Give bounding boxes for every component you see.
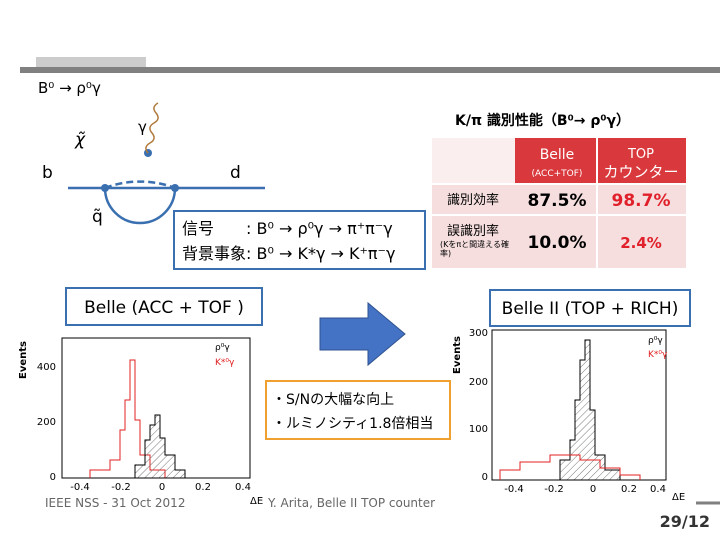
y-axis-label: Events <box>18 341 29 379</box>
header-block <box>36 57 146 67</box>
table-corner <box>432 138 515 184</box>
header-bar <box>20 67 720 73</box>
x-tick-label: -0.2 <box>544 484 564 495</box>
row-note: (Kをπと間違える確率) <box>440 240 509 258</box>
table: Belle (ACC+TOF) TOP カウンター 識別効率 87.5% 98.… <box>432 138 686 268</box>
y-tick-label: 400 <box>37 362 56 373</box>
photon-label: γ <box>138 118 147 136</box>
table-header-bg <box>515 138 686 184</box>
belle2-box <box>489 289 691 327</box>
x-tick-label: -0.4 <box>504 484 524 495</box>
x-tick-label: 0.4 <box>650 484 666 495</box>
quark-label: b <box>42 163 53 183</box>
background-mode: 背景事象: B⁰ → K*γ → K⁺π⁻γ <box>182 244 395 263</box>
y-tick-label: 0 <box>50 472 56 483</box>
header-cell: カウンター <box>603 163 678 181</box>
cell: 87.5% <box>528 191 587 211</box>
squark-label: q̃ <box>92 207 103 227</box>
legend-label: K*⁰γ <box>648 350 668 360</box>
legend-label: ρ⁰γ <box>215 343 230 353</box>
header-cell: Belle <box>540 147 575 163</box>
feynman-diagram: B⁰ → ρ⁰γ γ χ̃ b d q̃ <box>38 79 265 227</box>
histogram-curve <box>559 339 621 481</box>
mode-box <box>173 210 426 270</box>
x-axis-label: ΔE <box>250 496 263 507</box>
summary-box <box>265 380 451 440</box>
y-tick-label: 0 <box>482 472 488 483</box>
x-tick-label: 0 <box>159 482 165 493</box>
y-tick-label: 300 <box>469 328 488 339</box>
y-tick-label: 200 <box>469 377 488 388</box>
legend-label: K*⁰γ <box>215 358 235 368</box>
header-cell: (ACC+TOF) <box>532 169 583 179</box>
cell: 10.0% <box>528 233 587 253</box>
y-tick-label: 200 <box>37 417 56 428</box>
table-title: K/π 識別性能（B⁰→ ρ⁰γ） <box>455 112 630 129</box>
signal-mode: 信号 : B⁰ → ρ⁰γ → π⁺π⁻γ <box>182 219 393 238</box>
x-tick-label: 0.2 <box>621 484 637 495</box>
row-label: 誤識別率 <box>447 223 499 239</box>
x-tick-label: -0.4 <box>70 482 90 493</box>
cell: 98.7% <box>612 191 671 211</box>
quark-label: d <box>230 163 241 183</box>
belle2-label: Belle II (TOP + RICH) <box>502 299 679 319</box>
row-note-text: (Kをπと間違える確率) <box>440 240 509 258</box>
legend-label: ρ⁰γ <box>648 336 663 346</box>
header-cell: TOP <box>627 147 654 162</box>
summary-item: ・ルミノシティ1.8倍相当 <box>272 416 433 432</box>
x-tick-label: 0.2 <box>195 482 211 493</box>
summary-item: ・S/Nの大幅な向上 <box>272 392 394 408</box>
vertex <box>171 184 179 192</box>
x-tick-label: -0.2 <box>111 482 131 493</box>
cell: 2.4% <box>620 234 662 252</box>
row-label: 識別効率 <box>447 192 499 208</box>
decay-label: B⁰ → ρ⁰γ <box>38 79 101 97</box>
photon-line <box>145 102 159 154</box>
footer-center: Y. Arita, Belle II TOP counter <box>267 496 435 510</box>
arrow <box>319 301 406 367</box>
belle-label: Belle (ACC + TOF ) <box>84 298 244 318</box>
chargino-label: χ̃ <box>74 130 86 150</box>
page-number: 29/12 <box>660 512 710 531</box>
y-tick-label: 100 <box>469 424 488 435</box>
chargino-loop <box>104 180 176 190</box>
squark-loop <box>103 187 177 225</box>
vertex <box>101 184 109 192</box>
histogram-right: Events 300 200 100 0 -0.4 -0.2 0 0.2 0.4… <box>452 328 685 503</box>
belle-box <box>65 287 263 326</box>
y-axis-label: Events <box>452 336 463 374</box>
histogram-curve <box>134 414 186 479</box>
histogram-curve <box>499 454 641 480</box>
histogram-left: Events 400 200 0 -0.4 -0.2 0 0.2 0.4 ΔE … <box>18 337 263 507</box>
x-tick-label: 0.4 <box>235 482 251 493</box>
x-tick-label: 0 <box>590 484 596 495</box>
x-axis-label: ΔE <box>672 492 685 503</box>
footer-left: IEEE NSS - 31 Oct 2012 <box>45 496 185 510</box>
